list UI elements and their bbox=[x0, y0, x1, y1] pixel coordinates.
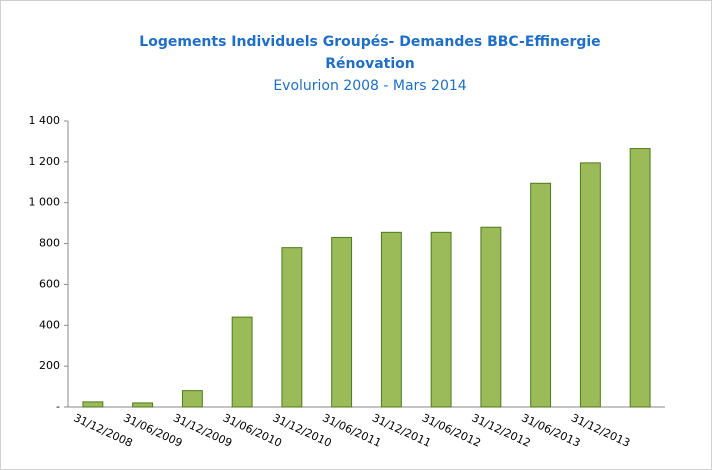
bar bbox=[181, 390, 203, 408]
y-tick-label: 600 bbox=[39, 277, 60, 290]
y-tick-label: - bbox=[56, 400, 60, 413]
bar bbox=[530, 182, 552, 408]
bar bbox=[231, 316, 253, 408]
bar bbox=[380, 231, 402, 408]
y-tick-label: 200 bbox=[39, 359, 60, 372]
chart-title: Logements Individuels Groupés- Demandes … bbox=[139, 34, 600, 50]
y-tick-label: 1 000 bbox=[29, 196, 61, 209]
bar bbox=[281, 247, 303, 408]
y-tick-label: 1 400 bbox=[29, 114, 61, 127]
y-tick-label: 800 bbox=[39, 237, 60, 250]
chart-subtitle: Evolurion 2008 - Mars 2014 bbox=[273, 78, 466, 94]
y-tick-label: 1 200 bbox=[29, 155, 61, 168]
bar bbox=[579, 162, 601, 408]
bar bbox=[82, 401, 104, 408]
bar bbox=[629, 148, 651, 408]
bar bbox=[480, 226, 502, 408]
y-tick-label: 400 bbox=[39, 318, 60, 331]
bar bbox=[331, 236, 353, 408]
bar bbox=[430, 231, 452, 408]
bar bbox=[132, 402, 154, 408]
chart-title-line2: Rénovation bbox=[325, 56, 415, 72]
